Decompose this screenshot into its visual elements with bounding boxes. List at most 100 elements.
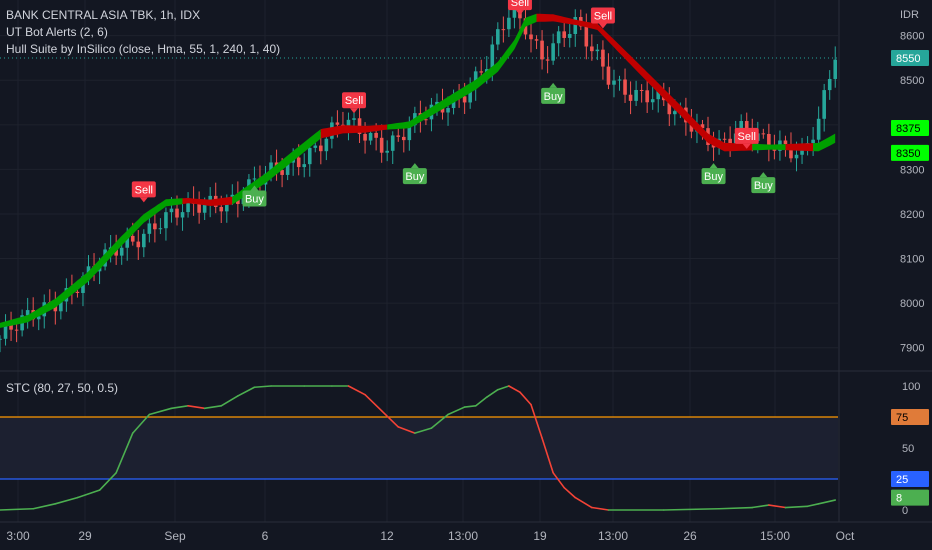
time-tick-label: 29 [78,529,92,543]
signal-pointer [515,10,524,16]
signal-label: Buy [405,171,424,183]
candle-body [153,223,157,230]
sell-signal: Sell [131,181,156,203]
candle-body [562,31,566,38]
buy-signal: Buy [541,82,566,104]
candle [767,123,771,162]
signal-label: Sell [738,131,756,143]
candle-body [136,241,141,248]
signal-pointer [139,197,148,203]
stc-level-25-badge-text: 25 [896,474,908,486]
signal-label: Sell [345,95,363,107]
hull-badge-lower-text: 8350 [896,148,920,160]
last-price-badge-box [891,49,929,66]
hull-badge-upper-box [891,119,929,136]
stc-segment [530,403,543,439]
candle-body [667,100,672,115]
stc-segment [768,504,787,509]
sell-signal: Sell [507,0,532,16]
candle-body [529,34,533,40]
price-tick-label: 8200 [900,209,924,221]
candle-body [36,316,41,320]
candle [650,86,655,110]
signal-label: Sell [135,184,153,196]
sell-signal: Sell [342,92,367,114]
candle [606,53,611,90]
candle-body [700,124,705,129]
stc-segment [237,386,256,397]
signal-box [242,190,267,207]
hull-badge-upper: 8375 [891,119,929,136]
candle [822,83,826,132]
candle [186,192,190,218]
candle [164,207,168,241]
candle-body [761,133,766,135]
stc-level-75-badge: 75 [891,409,929,425]
signal-box [342,92,367,109]
hull-badge-lower: 8350 [891,144,929,161]
candle-body [324,138,329,152]
candle-body [816,118,821,140]
candle [645,78,649,113]
candle-body [424,119,428,121]
candle [180,203,185,231]
candle-body [14,329,19,331]
candle [827,70,832,100]
stc-segment [364,393,383,412]
candle [136,230,141,260]
candle-body [252,178,257,180]
candle-body [645,90,649,103]
stc-segment [718,506,754,510]
stc-tick-label: 100 [902,381,920,393]
stc-segment [203,405,223,410]
candle-body [628,94,633,101]
time-tick-label: 13:00 [598,529,628,543]
candle [833,46,838,88]
candle [507,5,511,37]
candle [761,128,766,139]
stc-segment [508,385,521,394]
candle [25,297,30,329]
stc-segment [430,413,449,429]
candle-body [490,44,495,70]
stc-segment [519,391,532,406]
candle-body [567,34,572,38]
candle-body [595,49,600,52]
signal-label: Buy [704,171,723,183]
candle [468,77,472,109]
candle [529,23,533,53]
candle-body [767,133,771,149]
hull-segment-up [752,143,786,151]
candle-body [169,208,174,213]
candle-body [147,223,152,234]
candle-body [584,26,589,47]
candle-body [86,266,91,277]
candle-body [534,39,539,41]
time-tick-label: Oct [836,529,855,543]
buy-signal: Buy [242,185,267,207]
axes: 79008000810082008300840085008600IDR3:002… [6,9,924,543]
hull-suite-legend[interactable]: Hull Suite by InSilico (close, Hma, 55, … [6,42,281,56]
stc-legend[interactable]: STC (80, 27, 50, 0.5) [6,381,119,395]
stc-segment [784,505,809,509]
candle-body [0,338,2,340]
ut-bot-legend[interactable]: UT Bot Alerts (2, 6) [6,25,108,39]
candle-body [623,79,627,95]
stc-line [0,385,837,511]
time-tick-label: Sep [164,529,186,543]
candle-body [3,325,8,339]
candle-body [401,136,406,141]
candle [617,75,622,91]
time-tick-label: 12 [380,529,394,543]
stc-segment [541,437,554,474]
stc-segment [574,496,593,509]
candle-body [783,140,788,145]
candle-body [711,144,716,148]
stc-segment [497,385,510,391]
candle-body [673,111,677,115]
signal-box [734,127,759,144]
stc-segment [170,405,189,410]
chart-title[interactable]: BANK CENTRAL ASIA TBK, 1h, IDX [6,8,201,22]
candle [634,80,638,107]
